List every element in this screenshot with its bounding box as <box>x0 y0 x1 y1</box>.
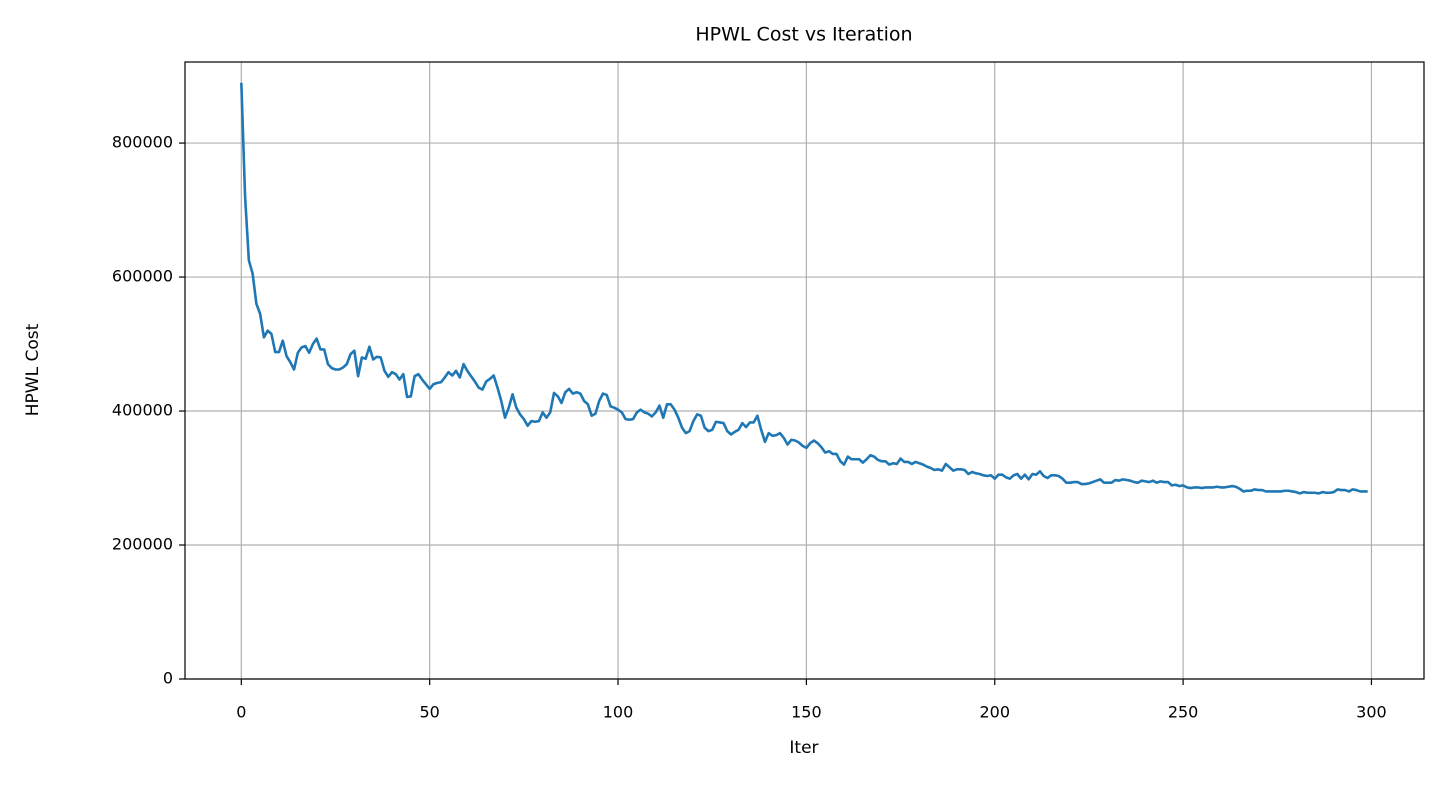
x-axis-label: Iter <box>789 738 818 758</box>
x-tick-label: 100 <box>603 703 634 722</box>
y-tick-label: 400000 <box>112 401 173 420</box>
y-tick-label: 0 <box>163 669 173 688</box>
y-tick-label: 600000 <box>112 267 173 286</box>
x-tick-label: 50 <box>419 703 439 722</box>
y-tick-label: 200000 <box>112 535 173 554</box>
x-tick-label: 200 <box>979 703 1010 722</box>
x-tick-label: 250 <box>1168 703 1199 722</box>
x-tick-label: 150 <box>791 703 822 722</box>
plot-frame <box>184 61 1425 680</box>
data-line <box>240 82 1368 495</box>
y-axis-label: HPWL Cost <box>23 323 43 416</box>
x-tick-label: 300 <box>1356 703 1387 722</box>
y-tick-label: 800000 <box>112 133 173 152</box>
x-tick-label: 0 <box>236 703 246 722</box>
chart-title: HPWL Cost vs Iteration <box>695 24 912 46</box>
